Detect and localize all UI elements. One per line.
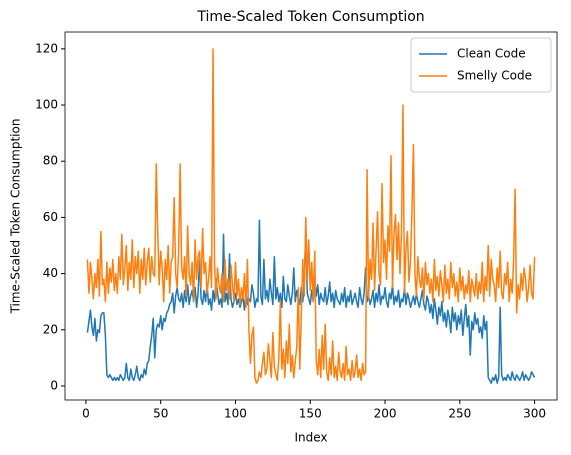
- plot-frame: [64, 31, 558, 401]
- x-tick-label: 300: [523, 407, 546, 421]
- y-tick-label: 0: [50, 378, 58, 392]
- x-tick-label: 50: [153, 407, 168, 421]
- y-tick-label: 100: [35, 98, 58, 112]
- series-line: [86, 48, 536, 384]
- legend-label: Clean Code: [457, 47, 526, 61]
- legend-box: [410, 37, 552, 93]
- y-axis-label: Time-Scaled Token Consumption: [9, 119, 23, 315]
- x-tick-label: 100: [224, 407, 247, 421]
- y-tick-label: 40: [43, 266, 58, 280]
- series-line: [86, 219, 536, 384]
- x-tick-label: 200: [374, 407, 397, 421]
- x-tick-label: 0: [82, 407, 90, 421]
- x-tick-label: 150: [299, 407, 322, 421]
- chart-title: Time-Scaled Token Consumption: [196, 9, 424, 25]
- x-tick-label: 250: [448, 407, 471, 421]
- legend-label: Smelly Code: [457, 69, 532, 83]
- y-tick-label: 60: [43, 210, 58, 224]
- y-tick-label: 20: [43, 322, 58, 336]
- y-tick-label: 120: [35, 41, 58, 55]
- x-axis-label: Index: [294, 431, 327, 445]
- y-tick-label: 80: [43, 154, 58, 168]
